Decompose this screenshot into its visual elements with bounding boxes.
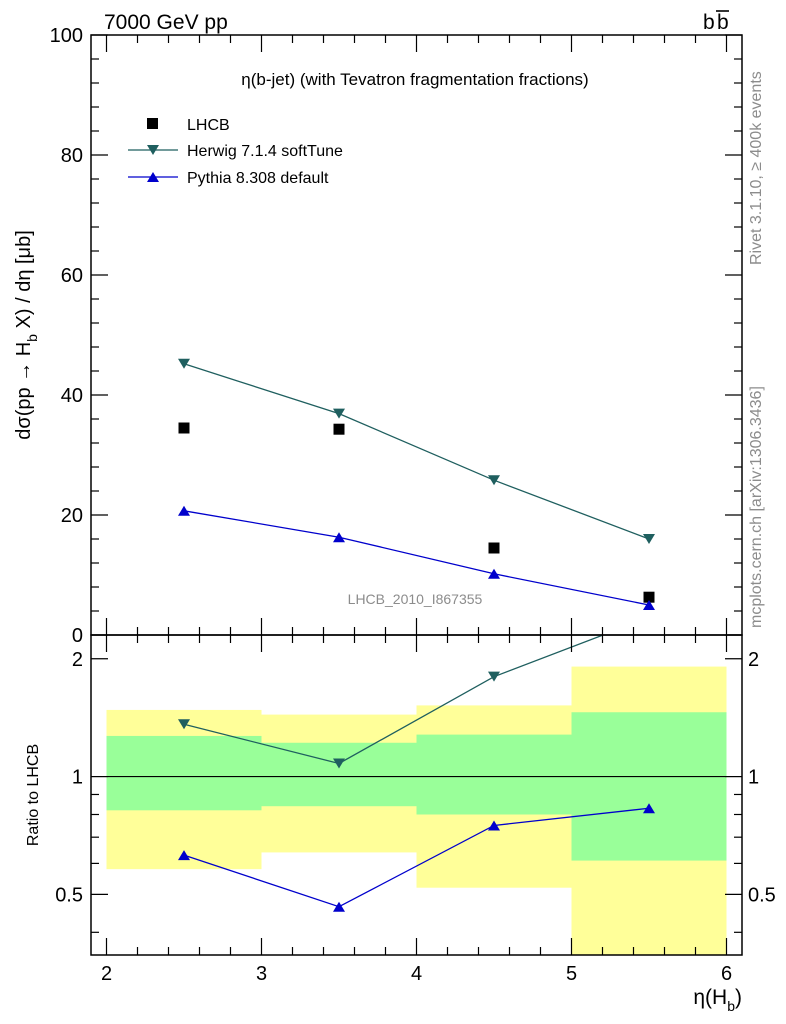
data-point-pythia <box>333 532 345 543</box>
data-point-pythia <box>178 505 190 516</box>
ratio-y-tick-label-right: 1 <box>748 767 759 789</box>
green-band-2 <box>416 734 572 815</box>
y-tick-label: 20 <box>61 505 83 527</box>
main-panel-y-tick-labels: 0 20 40 60 80 100 <box>50 25 83 647</box>
ratio-point-herwig <box>488 671 500 682</box>
green-band-3 <box>571 712 727 861</box>
mcplots-label: mcplots.cern.ch [arXiv:1306.3436] <box>748 386 765 628</box>
data-point-lhcb <box>333 423 345 435</box>
series-line-1 <box>183 363 650 540</box>
y-tick-label: 0 <box>72 625 83 647</box>
ratio-point-herwig <box>643 612 655 622</box>
x-tick-labels: 2 3 4 5 6 <box>101 963 732 985</box>
y-tick-label: 80 <box>61 145 83 167</box>
series-line-2 <box>183 510 650 606</box>
x-tick-label: 2 <box>101 963 112 985</box>
ratio-y-tick-label-right: 0.5 <box>748 884 776 906</box>
x-tick-label: 4 <box>411 963 422 985</box>
analysis-watermark: LHCB_2010_I867355 <box>348 591 483 607</box>
data-point-herwig <box>488 475 500 486</box>
data-point-herwig <box>643 534 655 544</box>
ratio-line-1 <box>183 807 650 908</box>
legend-lhcb-label: LHCB <box>187 117 230 134</box>
y-axis-label-main: dσ(pp → H <box>13 342 35 440</box>
ratio-panel-ticks <box>91 635 742 955</box>
legend-herwig-label: Herwig 7.1.4 softTune <box>187 143 343 160</box>
ratio-uncertainty-bands <box>106 666 727 955</box>
x-axis-label-main: η(H <box>693 986 727 1009</box>
ratio-panel: 0.5 0.5 1 1 2 2 2 3 4 5 6 Ratio to LHCB η(Hb) <box>25 612 776 1014</box>
data-point-lhcb <box>488 542 500 554</box>
process-label-bbar: b <box>717 11 729 34</box>
ratio-y-axis-label: Ratio to LHCB <box>25 744 42 846</box>
legend-lhcb-marker <box>147 118 158 129</box>
ratio-point-herwig <box>333 758 345 769</box>
data-point-pythia <box>488 568 500 579</box>
main-panel-ticks <box>91 34 742 636</box>
data-point-herwig <box>178 358 190 369</box>
data-point-pythia <box>643 600 655 610</box>
y-tick-label: 40 <box>61 385 83 407</box>
y-axis-label-sub: b <box>24 334 40 342</box>
svg-text:dσ(pp → Hb X) / dη [μb]: dσ(pp → Hb X) / dη [μb] <box>13 230 40 440</box>
green-band-1 <box>261 742 417 807</box>
data-point-lhcb <box>643 591 655 603</box>
y-axis-label-rest: X) / dη [μb] <box>13 230 35 334</box>
legend-pythia-label: Pythia 8.308 default <box>187 170 329 187</box>
ratio-y-tick-labels: 0.5 0.5 1 1 2 2 <box>55 649 776 907</box>
ratio-y-tick-label-left: 2 <box>72 649 83 671</box>
y-axis-label: dσ(pp → Hb X) / dη [μb] <box>13 230 40 440</box>
ratio-point-pythia <box>333 901 345 912</box>
x-axis-label-rest: ) <box>735 986 742 1009</box>
main-panel: 0 20 40 60 80 100 η(b-jet) (with Tevatron fra… <box>13 25 743 647</box>
chart-title: η(b-jet) (with Tevatron fragmentation fr… <box>241 70 588 89</box>
x-axis-label: η(Hb) <box>693 986 742 1014</box>
ratio-point-pythia <box>488 820 500 831</box>
x-axis-label-sub: b <box>727 998 735 1014</box>
legend: LHCB Herwig 7.1.4 softTune Pythia 8.308 … <box>128 117 343 187</box>
ratio-series <box>178 612 655 912</box>
main-panel-series <box>178 358 655 610</box>
ratio-y-tick-label-left: 0.5 <box>55 884 83 906</box>
ratio-point-pythia <box>643 803 655 814</box>
ratio-series-group <box>178 612 655 912</box>
data-point-herwig <box>333 408 345 419</box>
x-tick-label: 3 <box>256 963 267 985</box>
legend-herwig-marker <box>147 145 159 155</box>
process-label: b b <box>703 10 729 34</box>
y-tick-label: 100 <box>50 25 83 47</box>
ratio-panel-frame <box>90 634 743 956</box>
x-tick-label: 5 <box>566 963 577 985</box>
ratio-point-herwig <box>178 719 190 730</box>
process-label-b: b <box>703 11 715 34</box>
ratio-y-tick-label-left: 1 <box>72 767 83 789</box>
green-band-0 <box>106 735 262 811</box>
y-tick-label: 60 <box>61 265 83 287</box>
ratio-y-tick-label-right: 2 <box>748 649 759 671</box>
ratio-point-pythia <box>178 850 190 861</box>
legend-pythia-marker <box>147 172 159 182</box>
beam-label: 7000 GeV pp <box>104 11 228 34</box>
rivet-label: Rivet 3.1.10, ≥ 400k events <box>748 71 765 265</box>
data-point-lhcb <box>178 422 190 434</box>
x-tick-label: 6 <box>721 963 732 985</box>
